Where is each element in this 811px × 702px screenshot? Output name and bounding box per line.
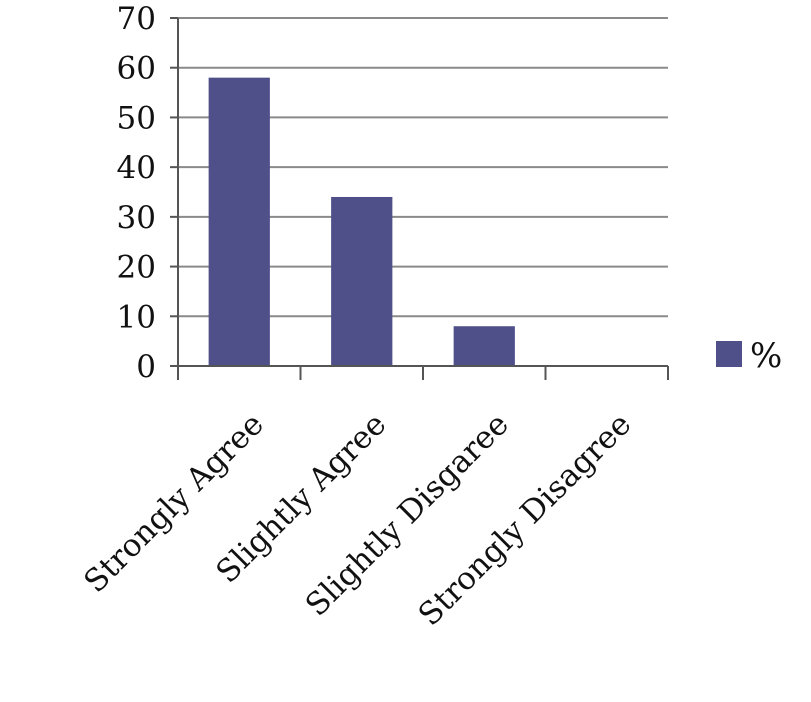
bar-slightly-disgaree — [453, 326, 515, 366]
category-label: Slightly Disgaree — [299, 406, 516, 623]
y-tick-label: 60 — [117, 51, 156, 87]
category-label: Strongly Disagree — [412, 406, 639, 633]
y-tick-label: 10 — [117, 299, 156, 335]
legend-swatch — [716, 341, 742, 367]
y-tick-labels: 0 10 20 30 40 50 60 70 — [117, 1, 156, 385]
bars — [208, 77, 515, 367]
legend: % — [716, 336, 782, 376]
legend-label-percent: % — [750, 336, 782, 376]
y-tick-label: 70 — [117, 1, 156, 37]
bar-slightly-agree — [331, 196, 393, 366]
bar-strongly-agree — [208, 77, 270, 367]
y-tick-label: 30 — [117, 200, 156, 236]
y-tick-label: 20 — [117, 250, 156, 286]
y-tick-label: 0 — [136, 349, 156, 385]
y-tick-label: 50 — [117, 100, 156, 136]
y-tick-label: 40 — [117, 150, 156, 186]
axes — [170, 17, 669, 380]
